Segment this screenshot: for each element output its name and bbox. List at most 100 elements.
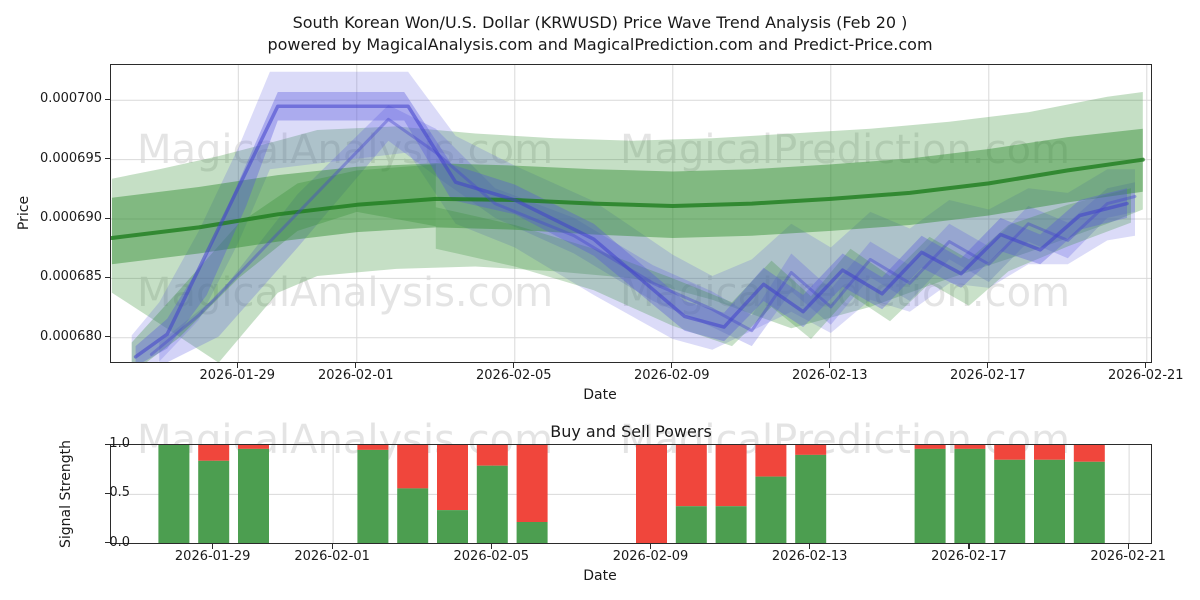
price-ytick-mark [105,158,110,160]
top-xtick-mark [355,363,357,368]
bottom-chart-title: Buy and Sell Powers [550,422,712,441]
buy-bar-2026-02-11 [715,506,747,543]
price-ytick-label: 0.000695 [39,150,102,166]
signal-plot-area [110,444,1152,544]
top-xtick-label: 2026-02-05 [476,368,552,383]
price-wave-bands [111,65,1151,362]
buy-bar-2026-02-05 [476,465,508,543]
bottom-xtick-mark [1127,544,1129,549]
buy-bar-2026-02-03 [397,488,429,543]
top-xtick-label: 2026-02-21 [1108,368,1184,383]
sell-bar-2026-02-19 [1034,445,1065,460]
watermark-text: MagicalPrediction.com [620,270,1070,316]
watermark-text: MagicalAnalysis.com [136,270,554,316]
sell-bar-2026-02-05 [476,445,508,466]
bottom-xtick-mark [809,544,811,549]
buy-bar-2026-02-20 [1073,461,1105,543]
bottom-xtick-mark [968,544,970,549]
top-xtick-mark [1145,363,1147,368]
buy-bar-2026-02-18 [994,459,1026,543]
price-ytick-label: 0.000690 [39,210,102,226]
line-blue-wave-line-2 [149,117,1137,356]
sell-bar-2026-02-18 [994,445,1026,460]
price-ytick-label: 0.000700 [39,91,102,107]
top-xtick-mark [671,363,673,368]
sell-bar-2026-02-03 [397,445,429,489]
sell-bar-2026-02-17 [954,445,986,449]
sell-bar-2026-02-06 [516,445,548,522]
line-green-trend-line [111,157,1145,240]
buy-bar-2026-02-10 [675,506,707,543]
band-green-band [111,128,1143,265]
band-green-envelope [111,92,1143,362]
sell-bar-2026-02-10 [675,445,707,507]
signal-ytick-mark [105,443,110,445]
figure-title-line2: powered by MagicalAnalysis.com and Magic… [267,35,933,54]
top-xtick-mark [987,363,989,368]
band-blue-band [135,92,1127,362]
watermark-text: MagicalPrediction.com [620,127,1070,173]
watermark-text: MagicalAnalysis.com [136,127,554,173]
top-xtick-label: 2026-02-17 [950,368,1026,383]
buy-bar-2026-02-04 [437,510,468,543]
figure-title: South Korean Won/U.S. Dollar (KRWUSD) Pr… [0,12,1200,56]
bottom-xtick-label: 2026-02-01 [294,549,370,564]
buy-bar-2026-02-06 [516,522,548,543]
top-xtick-mark [236,363,238,368]
sell-bar-2026-01-29 [198,445,230,461]
bottom-xtick-mark [650,544,652,549]
buy-bar-2026-01-30 [238,448,269,543]
price-ytick-label: 0.000680 [39,328,102,344]
signal-ytick-label: 0.5 [109,485,130,501]
buy-bar-2026-01-28 [158,445,190,543]
top-xtick-label: 2026-02-09 [634,368,710,383]
figure-title-line1: South Korean Won/U.S. Dollar (KRWUSD) Pr… [292,13,908,32]
top-xtick-label: 2026-02-01 [318,368,394,383]
signal-ytick-label: 1.0 [109,436,130,451]
signal-ytick-mark [105,542,110,544]
band-green-wave-dip [435,188,1131,347]
top-xaxis-label: Date [583,387,617,403]
bottom-xtick-mark [212,544,214,549]
buy-bar-2026-02-02 [357,449,389,543]
price-ytick-mark [105,336,110,338]
signal-ytick-label: 0.0 [109,534,130,550]
top-xtick-label: 2026-02-13 [792,368,868,383]
bottom-xtick-label: 2026-01-29 [174,549,251,564]
buy-bar-2026-02-12 [755,476,787,543]
bottom-xaxis-label: Date [583,568,617,584]
bottom-xtick-mark [490,544,492,549]
line-blue-wave-line-1 [133,104,1129,359]
buy-bar-2026-02-16 [914,448,946,543]
price-ytick-mark [105,276,110,279]
bottom-xtick-label: 2026-02-09 [612,549,689,564]
top-xtick-label: 2026-01-29 [199,368,276,383]
sell-bar-2026-02-16 [914,445,946,449]
band-green-wave-entry [131,164,436,362]
buy-bar-2026-02-19 [1034,459,1065,543]
price-plot-area [110,64,1152,363]
price-ytick-mark [105,98,110,100]
sell-bar-2026-02-04 [437,445,468,511]
sell-bar-2026-02-13 [795,445,827,455]
sell-bar-2026-01-30 [238,445,269,449]
buy-bar-2026-02-13 [795,454,827,543]
signal-ytick-mark [105,492,110,495]
sell-bar-2026-02-12 [755,445,787,477]
sell-bar-2026-02-02 [357,445,389,450]
buy-sell-bars [111,445,1151,543]
bottom-xtick-label: 2026-02-05 [453,549,530,564]
price-ytick-label: 0.000685 [39,269,102,285]
bottom-xtick-label: 2026-02-17 [931,549,1007,564]
buy-bar-2026-02-17 [954,448,986,543]
sell-bar-2026-02-20 [1073,445,1105,462]
buy-bar-2026-01-29 [198,460,230,543]
sell-bar-2026-02-11 [715,445,747,507]
sell-bar-2026-02-09 [636,445,667,543]
bottom-xtick-label: 2026-02-13 [771,549,848,564]
top-xtick-mark [513,363,515,368]
bottom-xtick-label: 2026-02-21 [1090,549,1166,564]
price-ytick-mark [105,217,110,219]
bottom-xtick-mark [331,544,333,549]
